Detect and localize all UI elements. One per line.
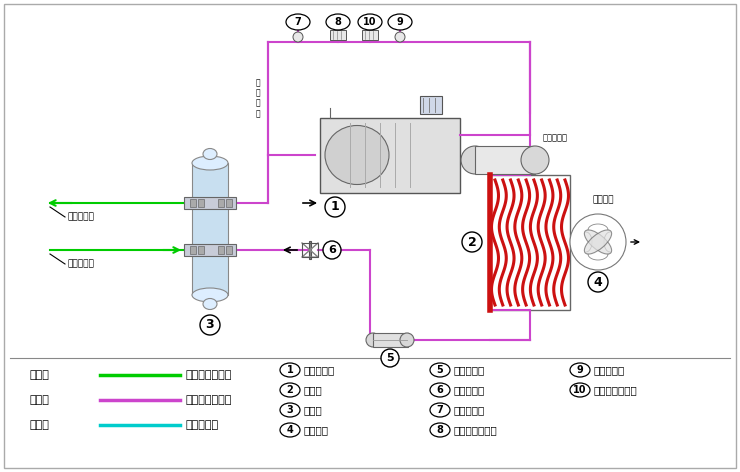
Text: 5: 5 <box>437 365 443 375</box>
Circle shape <box>588 272 608 292</box>
Text: 蒸
压
放
气: 蒸 压 放 气 <box>256 78 260 118</box>
Ellipse shape <box>192 288 228 302</box>
Text: 蒸发器: 蒸发器 <box>303 405 322 415</box>
Ellipse shape <box>286 14 310 30</box>
Bar <box>190 199 196 207</box>
Circle shape <box>395 32 405 42</box>
Text: 7: 7 <box>295 17 301 27</box>
Text: 8: 8 <box>334 17 341 27</box>
Text: 绿色线: 绿色线 <box>30 370 50 380</box>
Text: 低压压力表: 低压压力表 <box>453 405 484 415</box>
Circle shape <box>462 232 482 252</box>
Text: 载冷剂流入: 载冷剂流入 <box>67 260 94 269</box>
Bar <box>184 244 236 256</box>
Ellipse shape <box>430 383 450 397</box>
Ellipse shape <box>280 363 300 377</box>
Text: 高压压力控制器: 高压压力控制器 <box>593 385 636 395</box>
Bar <box>302 243 318 257</box>
Bar <box>198 246 204 254</box>
Bar <box>320 118 460 193</box>
Text: 低压压力控制器: 低压压力控制器 <box>453 425 497 435</box>
Text: 红色线: 红色线 <box>30 395 50 405</box>
Circle shape <box>325 197 345 217</box>
Text: 4: 4 <box>593 276 602 288</box>
Text: 7: 7 <box>437 405 443 415</box>
Ellipse shape <box>366 333 380 347</box>
Ellipse shape <box>325 126 389 185</box>
Text: 载冷剂出口: 载冷剂出口 <box>67 212 94 221</box>
Bar <box>226 246 232 254</box>
Ellipse shape <box>400 333 414 347</box>
Bar <box>184 197 236 209</box>
Ellipse shape <box>358 14 382 30</box>
Ellipse shape <box>430 403 450 417</box>
Ellipse shape <box>192 156 228 170</box>
Text: 干燥过滤器: 干燥过滤器 <box>453 365 484 375</box>
Bar <box>190 246 196 254</box>
Bar <box>490 175 570 310</box>
Text: 螺杆压缩机: 螺杆压缩机 <box>303 365 334 375</box>
Ellipse shape <box>430 423 450 437</box>
Text: 2: 2 <box>286 385 293 395</box>
Text: 1: 1 <box>286 365 293 375</box>
Circle shape <box>570 214 626 270</box>
Text: 高压压力表: 高压压力表 <box>593 365 625 375</box>
Bar <box>330 30 346 40</box>
Text: 10: 10 <box>363 17 377 27</box>
Ellipse shape <box>585 230 612 254</box>
Text: 3: 3 <box>286 405 293 415</box>
Ellipse shape <box>203 298 217 310</box>
Text: 5: 5 <box>386 353 394 363</box>
Circle shape <box>323 241 341 259</box>
Text: 供液膨胀阀: 供液膨胀阀 <box>453 385 484 395</box>
Text: 风冷凝器: 风冷凝器 <box>592 195 613 204</box>
Text: 高压储气罐: 高压储气罐 <box>543 133 568 142</box>
Ellipse shape <box>280 383 300 397</box>
Text: 载冷剂循环回路: 载冷剂循环回路 <box>185 370 232 380</box>
Text: 8: 8 <box>437 425 443 435</box>
Bar <box>218 246 224 254</box>
Text: 2: 2 <box>468 236 477 248</box>
Bar <box>309 241 311 259</box>
Text: 冷凝器: 冷凝器 <box>303 385 322 395</box>
Text: 6: 6 <box>328 245 336 255</box>
Text: 冷却风扇: 冷却风扇 <box>303 425 328 435</box>
Text: 9: 9 <box>576 365 583 375</box>
Ellipse shape <box>280 423 300 437</box>
Ellipse shape <box>388 14 412 30</box>
Text: 3: 3 <box>206 319 215 331</box>
Circle shape <box>200 315 220 335</box>
Text: 10: 10 <box>574 385 587 395</box>
Ellipse shape <box>203 149 217 160</box>
Ellipse shape <box>430 363 450 377</box>
Circle shape <box>293 32 303 42</box>
Ellipse shape <box>521 146 549 174</box>
Bar <box>218 199 224 207</box>
Bar <box>226 199 232 207</box>
Bar <box>198 199 204 207</box>
Ellipse shape <box>585 230 612 254</box>
Ellipse shape <box>570 383 590 397</box>
Text: 制冷剂循环回路: 制冷剂循环回路 <box>185 395 232 405</box>
Ellipse shape <box>326 14 350 30</box>
Text: 9: 9 <box>397 17 403 27</box>
Bar <box>475 146 535 174</box>
Bar <box>192 163 228 295</box>
Text: 1: 1 <box>331 201 340 213</box>
Bar <box>420 96 442 114</box>
Bar <box>362 30 378 40</box>
Text: 蓝色线: 蓝色线 <box>30 420 50 430</box>
Text: 4: 4 <box>286 425 293 435</box>
Ellipse shape <box>570 363 590 377</box>
Ellipse shape <box>280 403 300 417</box>
Circle shape <box>381 349 399 367</box>
Text: 水循环回路: 水循环回路 <box>185 420 218 430</box>
Ellipse shape <box>461 146 489 174</box>
Bar <box>373 333 408 347</box>
Text: 6: 6 <box>437 385 443 395</box>
